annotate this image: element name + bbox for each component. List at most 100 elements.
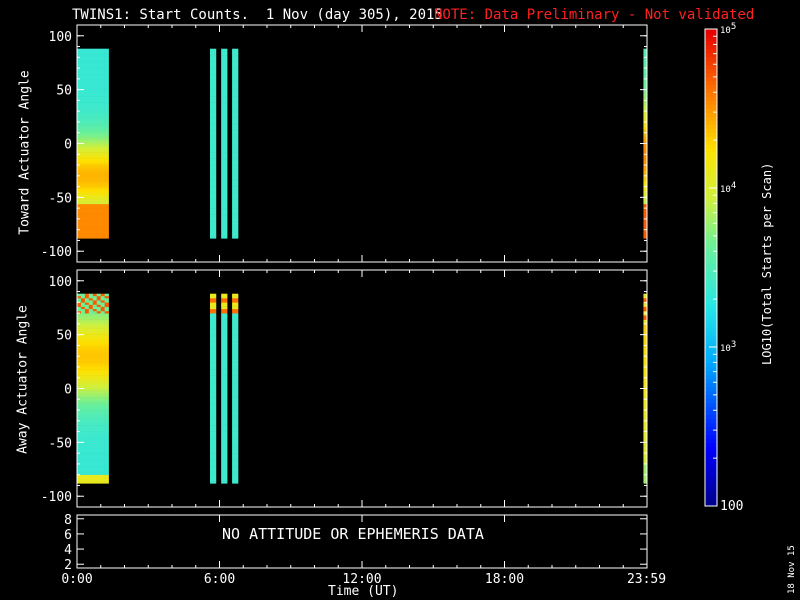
heatmap-cell bbox=[84, 300, 90, 303]
heatmap-cell bbox=[104, 87, 109, 90]
heatmap-cell bbox=[232, 225, 239, 228]
heatmap-cell bbox=[232, 186, 239, 190]
heatmap-cell bbox=[84, 225, 90, 228]
heatmap-cell bbox=[100, 93, 105, 97]
heatmap-cell bbox=[232, 358, 239, 361]
heatmap-cell bbox=[92, 429, 98, 432]
heatmap-cell bbox=[100, 91, 105, 95]
heatmap-cell bbox=[643, 405, 648, 409]
heatmap-cell bbox=[100, 425, 105, 428]
heatmap-cell bbox=[88, 74, 94, 77]
heatmap-cell bbox=[104, 96, 109, 99]
heatmap-cell bbox=[100, 332, 105, 335]
heatmap-cell bbox=[210, 205, 217, 209]
heatmap-cell bbox=[92, 384, 98, 387]
heatmap-cell bbox=[232, 354, 239, 357]
colorbar-step bbox=[705, 136, 717, 141]
heatmap-cell bbox=[221, 360, 228, 363]
heatmap-cell bbox=[88, 386, 94, 389]
colorbar-step bbox=[705, 502, 717, 507]
heatmap-cell bbox=[104, 197, 109, 200]
heatmap-cell bbox=[643, 98, 648, 101]
heatmap-cell bbox=[232, 193, 239, 196]
heatmap-cell bbox=[88, 425, 94, 428]
heatmap-cell bbox=[77, 216, 82, 220]
heatmap-cell bbox=[221, 332, 228, 335]
heatmap-cell bbox=[77, 141, 82, 144]
heatmap-cell bbox=[80, 225, 86, 228]
heatmap-cell bbox=[100, 119, 105, 123]
colorbar-step bbox=[705, 474, 717, 479]
heatmap-cell bbox=[77, 293, 82, 297]
heatmap-cell bbox=[221, 386, 228, 389]
colorbar-step bbox=[705, 207, 717, 213]
heatmap-cell bbox=[232, 461, 239, 465]
heatmap-cell bbox=[84, 379, 90, 383]
heatmap-cell bbox=[80, 50, 86, 54]
heatmap-cell bbox=[232, 476, 239, 480]
heatmap-cell bbox=[84, 106, 90, 110]
heatmap-cell bbox=[92, 330, 98, 333]
colorbar-tick-label: 100 bbox=[720, 499, 743, 514]
heatmap-cell bbox=[77, 104, 82, 108]
heatmap-cell bbox=[221, 205, 228, 209]
heatmap-cell bbox=[77, 225, 82, 228]
heatmap-cell bbox=[84, 338, 90, 342]
heatmap-cell bbox=[92, 461, 98, 465]
heatmap-cell bbox=[96, 184, 101, 187]
heatmap-cell bbox=[210, 345, 217, 348]
colorbar-step bbox=[705, 92, 717, 98]
colorbar-step bbox=[705, 343, 717, 348]
heatmap-cell bbox=[100, 154, 105, 157]
heatmap-cell bbox=[232, 130, 239, 134]
heatmap-cell bbox=[92, 345, 98, 348]
colorbar-step bbox=[705, 311, 717, 316]
heatmap-cell bbox=[92, 455, 98, 458]
heatmap-cell bbox=[88, 403, 94, 407]
heatmap-cell bbox=[100, 455, 105, 458]
heatmap-cell bbox=[80, 156, 86, 159]
heatmap-cell bbox=[100, 390, 105, 394]
heatmap-cell bbox=[92, 154, 98, 157]
heatmap-cell bbox=[210, 76, 217, 80]
heatmap-cell bbox=[104, 152, 109, 155]
heatmap-cell bbox=[210, 323, 217, 327]
heatmap-cell bbox=[88, 186, 94, 190]
heatmap-cell bbox=[221, 369, 228, 372]
heatmap-cell bbox=[210, 343, 217, 346]
heatmap-cell bbox=[221, 70, 228, 73]
heatmap-cell bbox=[96, 313, 101, 316]
heatmap-cell bbox=[643, 347, 648, 351]
heatmap-cell bbox=[210, 295, 217, 299]
heatmap-cell bbox=[100, 190, 105, 194]
heatmap-cell bbox=[232, 420, 239, 424]
heatmap-cell bbox=[104, 76, 109, 80]
colorbar-step bbox=[705, 323, 717, 328]
heatmap-cell bbox=[96, 70, 101, 73]
heatmap-cell bbox=[210, 481, 217, 484]
heatmap-cell bbox=[232, 199, 239, 202]
colorbar-step bbox=[705, 283, 717, 288]
heatmap-cell bbox=[84, 223, 90, 226]
heatmap-cell bbox=[92, 463, 98, 467]
heatmap-cell bbox=[104, 440, 109, 443]
heatmap-cell bbox=[210, 216, 217, 220]
heatmap-cell bbox=[643, 132, 648, 136]
heatmap-cell bbox=[96, 128, 101, 131]
heatmap-cell bbox=[643, 302, 648, 305]
heatmap-cell bbox=[84, 321, 90, 325]
heatmap-cell bbox=[643, 461, 648, 465]
heatmap-cell bbox=[643, 293, 648, 297]
heatmap-cell bbox=[80, 180, 86, 183]
heatmap-cell bbox=[92, 102, 98, 106]
heatmap-cell bbox=[221, 137, 228, 140]
heatmap-cell bbox=[100, 177, 105, 181]
heatmap-cell bbox=[210, 57, 217, 60]
heatmap-cell bbox=[100, 188, 105, 192]
heatmap-cell bbox=[92, 366, 98, 370]
heatmap-cell bbox=[100, 229, 105, 233]
heatmap-cell bbox=[96, 302, 101, 305]
heatmap-cell bbox=[92, 313, 98, 316]
heatmap-cell bbox=[210, 169, 217, 172]
heatmap-cell bbox=[92, 227, 98, 230]
